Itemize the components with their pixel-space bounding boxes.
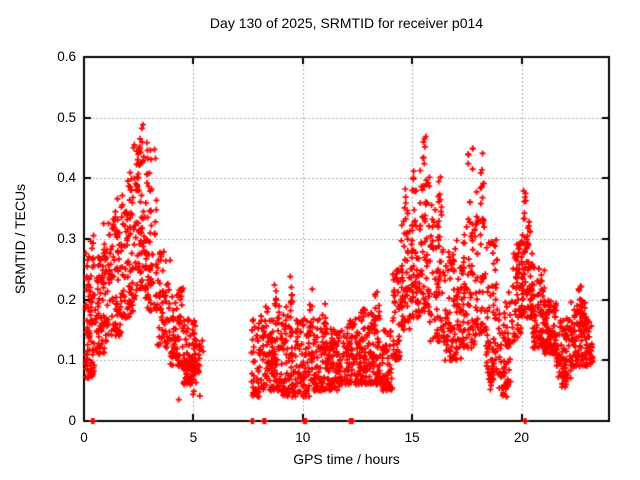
x-tick-label: 15	[404, 430, 420, 445]
y-tick-label: 0.4	[57, 170, 76, 186]
y-tick-label: 0.5	[57, 109, 76, 125]
x-tick-label: 10	[295, 430, 311, 445]
y-tick-label: 0.2	[57, 291, 76, 307]
chart-title: Day 130 of 2025, SRMTID for receiver p01…	[209, 15, 484, 31]
y-tick-label: 0.6	[57, 49, 76, 64]
y-tick-label: 0.3	[57, 231, 76, 246]
x-tick-label: 5	[189, 430, 198, 445]
y-tick-label: 0	[68, 413, 76, 428]
x-tick-label: 0	[80, 430, 88, 445]
y-tick-label: 0.1	[57, 352, 76, 368]
x-tick-label: 20	[513, 430, 530, 445]
x-axis-label: GPS time / hours	[293, 451, 400, 467]
